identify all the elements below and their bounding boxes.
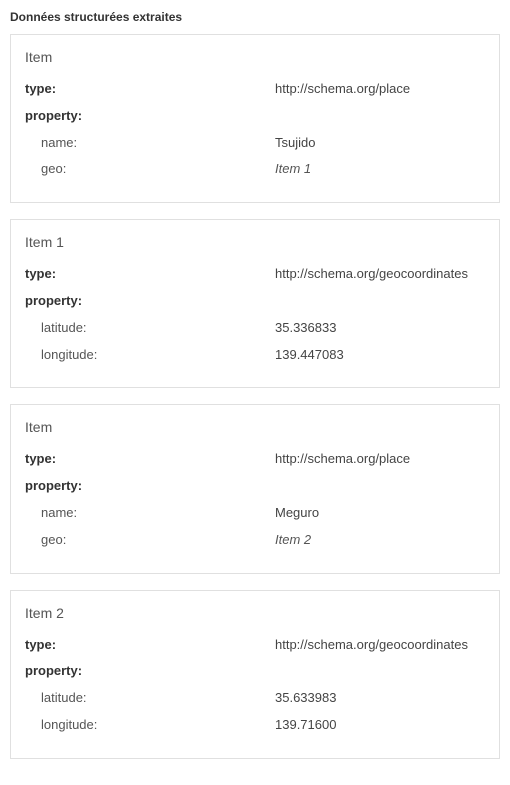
property-value-empty bbox=[275, 661, 485, 682]
property-value: Tsujido bbox=[275, 133, 485, 154]
property-value: 35.633983 bbox=[275, 688, 485, 709]
property-entry-row: latitude: 35.633983 bbox=[25, 688, 485, 709]
property-label: property: bbox=[25, 106, 275, 127]
property-value: 139.447083 bbox=[275, 345, 485, 366]
property-name: longitude: bbox=[25, 715, 275, 736]
type-label: type: bbox=[25, 635, 275, 656]
property-label: property: bbox=[25, 661, 275, 682]
property-row: property: bbox=[25, 476, 485, 497]
property-value: 139.71600 bbox=[275, 715, 485, 736]
structured-data-card: Item type: http://schema.org/place prope… bbox=[10, 404, 500, 573]
property-value-empty bbox=[275, 291, 485, 312]
type-value: http://schema.org/geocoordinates bbox=[275, 635, 485, 656]
type-label: type: bbox=[25, 79, 275, 100]
property-name: name: bbox=[25, 133, 275, 154]
property-row: property: bbox=[25, 291, 485, 312]
structured-data-card: Item 1 type: http://schema.org/geocoordi… bbox=[10, 219, 500, 388]
property-name: longitude: bbox=[25, 345, 275, 366]
property-value-empty bbox=[275, 106, 485, 127]
type-row: type: http://schema.org/place bbox=[25, 79, 485, 100]
property-label: property: bbox=[25, 476, 275, 497]
property-value-empty bbox=[275, 476, 485, 497]
property-name: geo: bbox=[25, 530, 275, 551]
card-header: Item 2 bbox=[25, 605, 485, 621]
type-label: type: bbox=[25, 449, 275, 470]
property-name: name: bbox=[25, 503, 275, 524]
page-title: Données structurées extraites bbox=[10, 10, 500, 24]
type-value: http://schema.org/geocoordinates bbox=[275, 264, 485, 285]
property-entry-row: latitude: 35.336833 bbox=[25, 318, 485, 339]
property-entry-row: name: Tsujido bbox=[25, 133, 485, 154]
type-row: type: http://schema.org/geocoordinates bbox=[25, 264, 485, 285]
property-row: property: bbox=[25, 661, 485, 682]
property-entry-row: longitude: 139.447083 bbox=[25, 345, 485, 366]
property-row: property: bbox=[25, 106, 485, 127]
property-name: latitude: bbox=[25, 688, 275, 709]
type-row: type: http://schema.org/place bbox=[25, 449, 485, 470]
property-value: Item 2 bbox=[275, 530, 485, 551]
property-label: property: bbox=[25, 291, 275, 312]
property-entry-row: longitude: 139.71600 bbox=[25, 715, 485, 736]
cards-container: Item type: http://schema.org/place prope… bbox=[10, 34, 500, 759]
type-value: http://schema.org/place bbox=[275, 79, 485, 100]
property-value: 35.336833 bbox=[275, 318, 485, 339]
property-entry-row: geo: Item 1 bbox=[25, 159, 485, 180]
structured-data-card: Item type: http://schema.org/place prope… bbox=[10, 34, 500, 203]
property-name: latitude: bbox=[25, 318, 275, 339]
property-value: Item 1 bbox=[275, 159, 485, 180]
card-header: Item bbox=[25, 49, 485, 65]
property-entry-row: geo: Item 2 bbox=[25, 530, 485, 551]
type-row: type: http://schema.org/geocoordinates bbox=[25, 635, 485, 656]
property-name: geo: bbox=[25, 159, 275, 180]
property-entry-row: name: Meguro bbox=[25, 503, 485, 524]
type-label: type: bbox=[25, 264, 275, 285]
card-header: Item 1 bbox=[25, 234, 485, 250]
structured-data-card: Item 2 type: http://schema.org/geocoordi… bbox=[10, 590, 500, 759]
property-value: Meguro bbox=[275, 503, 485, 524]
type-value: http://schema.org/place bbox=[275, 449, 485, 470]
card-header: Item bbox=[25, 419, 485, 435]
